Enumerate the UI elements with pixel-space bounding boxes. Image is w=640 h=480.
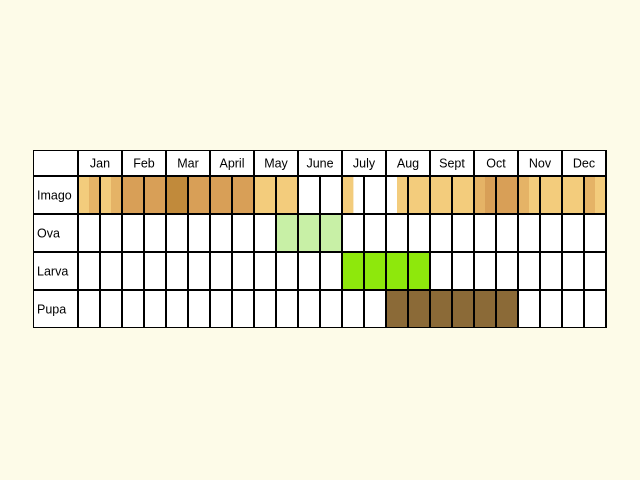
imago-period-slot xyxy=(595,176,607,214)
imago-period-slot xyxy=(342,176,354,214)
ova-period-slot xyxy=(298,214,310,252)
imago-period-slot xyxy=(287,176,299,214)
larva-period-slot xyxy=(353,252,365,290)
imago-period-slot xyxy=(177,176,189,214)
imago-period-slot xyxy=(408,176,420,214)
stage-label-ova: Ova xyxy=(37,227,60,241)
imago-period-slot xyxy=(232,176,244,214)
imago-period-slot xyxy=(562,176,574,214)
imago-period-slot xyxy=(463,176,475,214)
stage-label-pupa: Pupa xyxy=(37,303,66,317)
imago-period-slot xyxy=(430,176,442,214)
imago-period-slot xyxy=(166,176,178,214)
month-header-sep: Sept xyxy=(439,157,465,171)
imago-period-slot xyxy=(78,176,90,214)
pupa-period-slot xyxy=(507,290,519,328)
month-header-dec: Dec xyxy=(573,157,595,171)
imago-period-slot xyxy=(474,176,486,214)
stage-label-larva: Larva xyxy=(37,265,68,279)
imago-period-slot xyxy=(496,176,508,214)
imago-period-slot xyxy=(100,176,112,214)
ova-period-slot xyxy=(287,214,299,252)
pupa-period-slot xyxy=(463,290,475,328)
pupa-period-slot xyxy=(441,290,453,328)
imago-period-slot xyxy=(221,176,233,214)
month-header-nov: Nov xyxy=(529,157,552,171)
ova-period-slot xyxy=(309,214,321,252)
imago-period-slot xyxy=(507,176,519,214)
ova-period-slot xyxy=(276,214,288,252)
imago-period-slot xyxy=(518,176,530,214)
imago-period-slot xyxy=(254,176,266,214)
pupa-period-slot xyxy=(408,290,420,328)
imago-period-slot xyxy=(188,176,200,214)
imago-period-slot xyxy=(199,176,211,214)
imago-period-slot xyxy=(419,176,431,214)
imago-period-slot xyxy=(452,176,464,214)
imago-period-slot xyxy=(155,176,167,214)
pupa-period-slot xyxy=(474,290,486,328)
larva-period-slot xyxy=(364,252,376,290)
imago-period-slot xyxy=(122,176,134,214)
imago-period-slot xyxy=(540,176,552,214)
larva-period-slot xyxy=(408,252,420,290)
month-header-oct: Oct xyxy=(486,157,506,171)
pupa-period-slot xyxy=(452,290,464,328)
imago-period-slot xyxy=(133,176,145,214)
imago-period-slot xyxy=(89,176,101,214)
life-cycle-calendar: Jan Feb Mar April May June July Aug Sept Oct Nov De… xyxy=(33,150,607,328)
pupa-period-slot xyxy=(397,290,409,328)
larva-period-slot xyxy=(375,252,387,290)
larva-period-slot xyxy=(342,252,354,290)
imago-period-slot xyxy=(441,176,453,214)
stage-label-imago: Imago xyxy=(37,189,72,203)
larva-period-slot xyxy=(386,252,398,290)
month-header-feb: Feb xyxy=(133,157,155,171)
imago-period-slot xyxy=(529,176,541,214)
imago-period-slot xyxy=(551,176,563,214)
month-header-jul: July xyxy=(353,157,376,171)
month-header-aug: Aug xyxy=(397,157,419,171)
month-header-mar: Mar xyxy=(177,157,199,171)
larva-period-slot xyxy=(397,252,409,290)
pupa-period-slot xyxy=(496,290,508,328)
imago-period-slot xyxy=(584,176,596,214)
imago-period-slot xyxy=(276,176,288,214)
month-header-jun: June xyxy=(306,157,333,171)
pupa-period-slot xyxy=(386,290,398,328)
imago-period-slot xyxy=(485,176,497,214)
ova-period-slot xyxy=(320,214,332,252)
pupa-period-slot xyxy=(485,290,497,328)
month-header-apr: April xyxy=(219,157,244,171)
larva-period-slot xyxy=(419,252,431,290)
imago-period-slot xyxy=(265,176,277,214)
imago-period-slot xyxy=(111,176,123,214)
imago-period-slot xyxy=(397,176,409,214)
imago-period-slot xyxy=(210,176,222,214)
ova-period-slot xyxy=(331,214,343,252)
pupa-period-slot xyxy=(419,290,431,328)
pupa-period-slot xyxy=(430,290,442,328)
month-header-jan: Jan xyxy=(90,157,110,171)
imago-period-slot xyxy=(144,176,156,214)
imago-period-slot xyxy=(243,176,255,214)
imago-period-slot xyxy=(573,176,585,214)
month-header-may: May xyxy=(264,157,288,171)
